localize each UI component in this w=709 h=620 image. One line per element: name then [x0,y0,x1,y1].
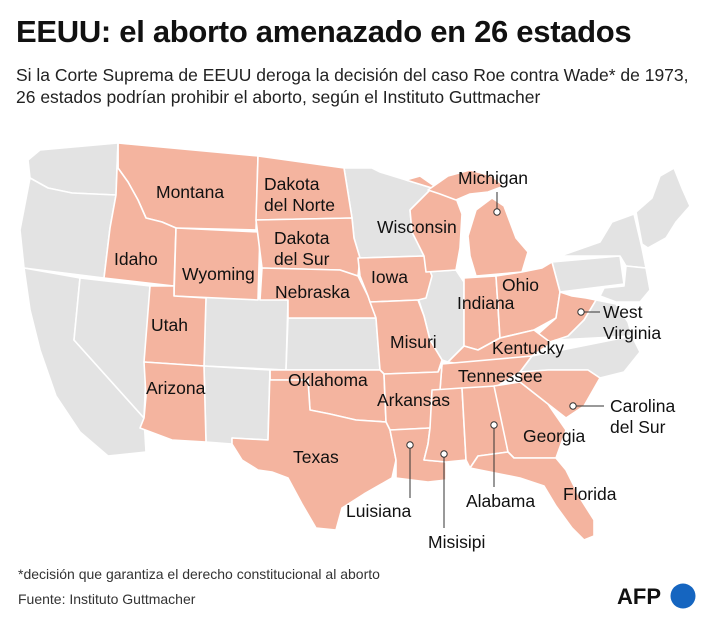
state-mid-atlantic [599,265,651,303]
label-ohio: Ohio [502,275,539,295]
map-subtitle: Si la Corte Suprema de EEUU deroga la de… [16,65,689,107]
label-oklahoma: Oklahoma [288,370,368,390]
label-dakota-sur-2: del Sur [274,249,330,269]
label-carolina-sur-1: Carolina [610,396,675,416]
marker-michigan [493,208,501,216]
label-florida: Florida [563,484,617,504]
state-idaho [103,142,177,287]
label-georgia: Georgia [523,426,586,446]
source-credit: Fuente: Instituto Guttmacher [18,591,196,607]
state-colorado [203,295,289,371]
label-utah: Utah [151,315,188,335]
ban-states-layer [103,142,601,541]
marker-alabama [490,421,498,429]
footnote: *decisión que garantiza el derecho const… [18,566,380,582]
label-dakota-sur-1: Dakota [274,228,330,248]
label-indiana: Indiana [457,293,515,313]
label-montana: Montana [156,182,224,202]
label-tennessee: Tennessee [458,366,543,386]
marker-misisipi [440,450,448,458]
state-florida [469,451,595,541]
state-wyoming [173,227,261,301]
label-texas: Texas [293,447,339,467]
label-carolina-sur-2: del Sur [610,417,666,437]
label-wisconsin: Wisconsin [377,217,457,237]
other-states-layer [19,142,691,457]
label-dakota-norte-1: Dakota [264,174,320,194]
state-labels: Montana Dakota del Norte Idaho Wyoming D… [114,168,675,552]
marker-luisiana [406,441,414,449]
state-arizona [139,361,207,443]
label-michigan: Michigan [458,168,528,188]
label-idaho: Idaho [114,249,158,269]
afp-logo-circle [670,583,696,609]
label-west-virginia-2: Virginia [603,323,661,343]
state-texas [231,369,397,531]
map-title: EEUU: el aborto amenazado en 26 estados [16,14,632,49]
label-wyoming: Wyoming [182,264,255,284]
state-kansas [285,317,381,371]
label-arizona: Arizona [146,378,206,398]
state-missouri [369,299,443,375]
state-new-england [635,167,691,249]
us-map: Montana Dakota del Norte Idaho Wyoming D… [19,142,691,552]
marker-west-virginia [577,308,585,316]
afp-logo: AFP [617,583,696,609]
leader-lines [406,192,604,528]
label-dakota-norte-2: del Norte [264,195,335,215]
state-new-mexico [203,365,271,445]
state-michigan-lower [467,197,529,277]
label-misisipi: Misisipi [428,532,485,552]
label-kentucky: Kentucky [492,338,564,358]
label-arkansas: Arkansas [377,390,450,410]
afp-logo-text: AFP [617,584,661,609]
label-iowa: Iowa [371,267,408,287]
state-new-york [559,213,647,269]
label-luisiana: Luisiana [346,501,411,521]
label-west-virginia-1: West [603,302,643,322]
state-michigan-upper [427,169,505,201]
label-alabama: Alabama [466,491,535,511]
label-nebraska: Nebraska [275,282,350,302]
marker-carolina-sur [569,402,577,410]
label-misuri: Misuri [390,332,437,352]
